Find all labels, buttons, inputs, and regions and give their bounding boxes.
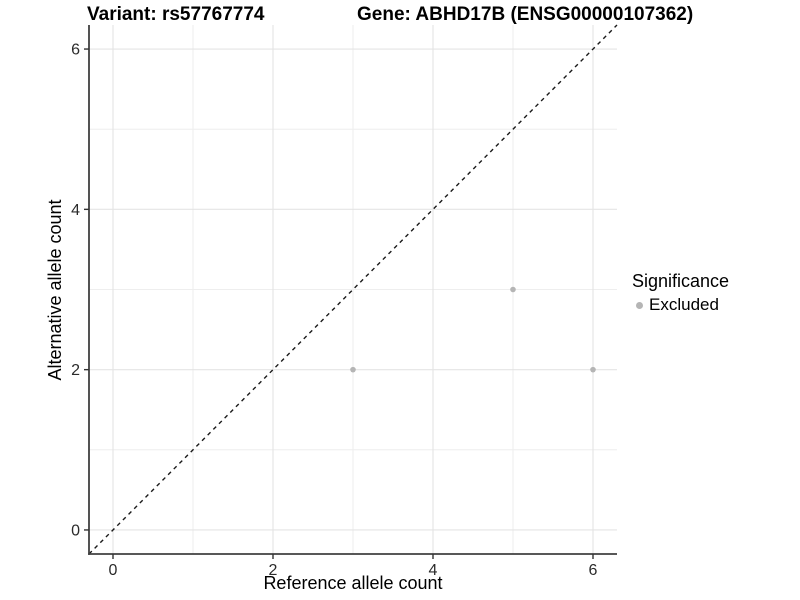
data-point	[510, 286, 516, 293]
x-tick-label: 6	[589, 562, 598, 579]
legend-item-excluded: Excluded	[632, 295, 729, 315]
legend-item-label: Excluded	[649, 295, 719, 314]
y-axis-title: Alternative allele count	[45, 199, 65, 380]
legend-point-icon	[636, 301, 643, 309]
data-point	[350, 366, 356, 373]
x-tick-label: 4	[429, 562, 438, 579]
axes: 0 2 4 6 0 2 4 6	[71, 25, 617, 579]
legend: Significance Excluded	[632, 271, 729, 315]
data-point	[590, 366, 596, 373]
y-tick-label: 0	[71, 522, 80, 539]
plot-geoms	[88, 24, 618, 555]
plot-title-gene: Gene: ABHD17B (ENSG00000107362)	[357, 4, 694, 25]
legend-title: Significance	[632, 271, 730, 291]
gridlines	[89, 25, 617, 554]
x-tick-label: 2	[269, 562, 278, 579]
x-tick-label: 0	[109, 562, 118, 579]
y-tick-label: 4	[71, 202, 80, 219]
plot-title-variant: Variant: rs57767774	[87, 4, 265, 25]
y-tick-label: 6	[71, 42, 80, 59]
y-tick-label: 2	[71, 362, 80, 379]
x-axis-title: Reference allele count	[263, 573, 442, 593]
